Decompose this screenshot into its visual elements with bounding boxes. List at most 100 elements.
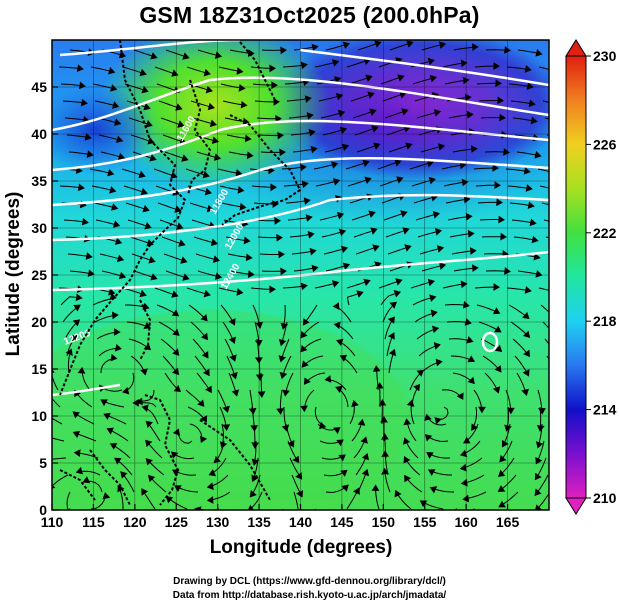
- streamline-arrowhead: [524, 286, 532, 294]
- streamline-arrowhead: [497, 469, 506, 477]
- streamline-arrowhead: [434, 417, 442, 425]
- streamline-arrowhead: [497, 96, 504, 105]
- streamline-arrowhead: [535, 49, 543, 57]
- x-tick-label: 150: [372, 514, 396, 530]
- streamline-arrowhead: [361, 468, 370, 477]
- streamline-arrowhead: [222, 405, 230, 413]
- streamline-arrowhead: [463, 195, 471, 204]
- streamline-arrowhead: [436, 245, 445, 253]
- colorbar[interactable]: 210 214 218 222 226 230: [565, 39, 617, 515]
- streamline-arrowhead: [222, 424, 231, 431]
- streamline-arrowhead: [112, 311, 119, 320]
- streamline-arrowhead: [369, 108, 377, 116]
- streamline-arrowhead: [274, 217, 281, 225]
- streamline-arrowhead: [467, 229, 475, 238]
- streamline-arrowhead: [114, 237, 123, 246]
- streamline-arrowhead: [530, 116, 538, 125]
- streamline-arrowhead: [460, 280, 468, 289]
- y-tick-label: 45: [31, 79, 47, 95]
- streamline-arrowhead: [245, 253, 253, 262]
- streamline: [293, 491, 299, 510]
- streamline-arrowhead: [527, 201, 535, 209]
- streamline-arrowhead: [397, 74, 405, 82]
- streamline-arrowhead: [424, 434, 433, 442]
- streamline-arrowhead: [116, 254, 125, 263]
- streamline-arrowhead: [244, 134, 252, 143]
- streamline-arrowhead: [402, 437, 411, 445]
- streamline-arrowhead: [200, 332, 208, 341]
- streamline-arrowhead: [139, 289, 147, 298]
- streamline-arrowhead: [178, 239, 186, 247]
- streamline-arrowhead: [109, 443, 118, 450]
- streamline-arrowhead: [311, 43, 319, 52]
- x-axis-label: Longitude (degrees): [209, 537, 393, 558]
- streamline-arrowhead: [394, 159, 402, 167]
- streamline-arrowhead: [533, 252, 541, 261]
- streamline-arrowhead: [301, 360, 309, 368]
- streamline-arrowhead: [108, 67, 116, 75]
- x-tick-label: 155: [413, 514, 437, 530]
- colorbar-tick-label: 230: [593, 48, 617, 64]
- streamline-arrowhead: [435, 358, 443, 367]
- streamline-arrowhead: [276, 408, 285, 415]
- colorbar-scale: [565, 55, 587, 499]
- streamline-arrowhead: [310, 145, 318, 154]
- streamline-arrowhead: [149, 154, 157, 162]
- streamline-arrowhead: [433, 109, 442, 117]
- streamline-arrowhead: [84, 133, 92, 141]
- streamline-arrowhead: [120, 471, 128, 479]
- streamline-arrowhead: [109, 186, 117, 194]
- streamline-arrowhead: [175, 103, 183, 111]
- streamline: [539, 185, 549, 189]
- streamline-arrowhead: [499, 454, 507, 463]
- x-tick-label: 115: [82, 514, 105, 530]
- colorbar-tick-label: 210: [593, 490, 617, 506]
- x-tick-label: 160: [454, 514, 478, 530]
- streamline-arrowhead: [406, 399, 415, 407]
- streamline-arrowhead: [73, 304, 81, 312]
- streamline-arrowhead: [429, 74, 437, 83]
- streamline-arrowhead: [206, 496, 214, 504]
- streamline-arrowhead: [439, 262, 447, 270]
- streamline-arrowhead: [456, 392, 464, 400]
- streamline-arrowhead: [374, 40, 382, 48]
- colorbar-tick-label: 218: [593, 313, 617, 329]
- y-tick-label: 20: [31, 314, 47, 330]
- streamline-arrowhead: [375, 382, 384, 389]
- streamline-arrowhead: [80, 98, 88, 107]
- y-tick-label: 25: [31, 267, 47, 283]
- streamline-arrowhead: [363, 278, 371, 286]
- streamline-arrowhead: [380, 416, 388, 423]
- streamline: [543, 219, 549, 222]
- streamline-arrowhead: [172, 469, 180, 477]
- streamline-arrowhead: [145, 119, 153, 128]
- streamline-arrowhead: [471, 423, 479, 431]
- streamline-arrowhead: [522, 520, 528, 525]
- streamline-arrowhead: [534, 150, 542, 159]
- streamline-arrowhead: [72, 430, 81, 439]
- streamline-arrowhead: [197, 399, 205, 407]
- streamline-arrowhead: [427, 278, 435, 287]
- streamline-arrowhead: [531, 235, 539, 244]
- streamline-arrowhead: [280, 322, 289, 330]
- streamline-arrowhead: [70, 333, 78, 342]
- streamline-arrowhead: [503, 148, 510, 156]
- streamline-arrowhead: [112, 220, 121, 228]
- streamline-arrowhead: [243, 236, 251, 245]
- streamline-arrowhead: [304, 95, 312, 103]
- streamline-arrowhead: [204, 187, 212, 196]
- streamline-arrowhead: [213, 455, 221, 464]
- streamline-arrowhead: [553, 316, 559, 322]
- streamline-arrowhead: [395, 57, 403, 65]
- streamline-arrowhead: [236, 67, 244, 75]
- x-tick-label: 135: [247, 514, 271, 530]
- streamline-arrowhead: [231, 389, 240, 397]
- streamline-arrowhead: [182, 273, 190, 281]
- x-tick-label: 110: [41, 514, 64, 530]
- streamline-arrowhead: [388, 348, 397, 357]
- streamline-arrowhead: [332, 178, 341, 186]
- colorbar-tick-label: 214: [593, 402, 617, 418]
- streamline: [52, 417, 63, 425]
- streamline-arrowhead: [342, 262, 351, 271]
